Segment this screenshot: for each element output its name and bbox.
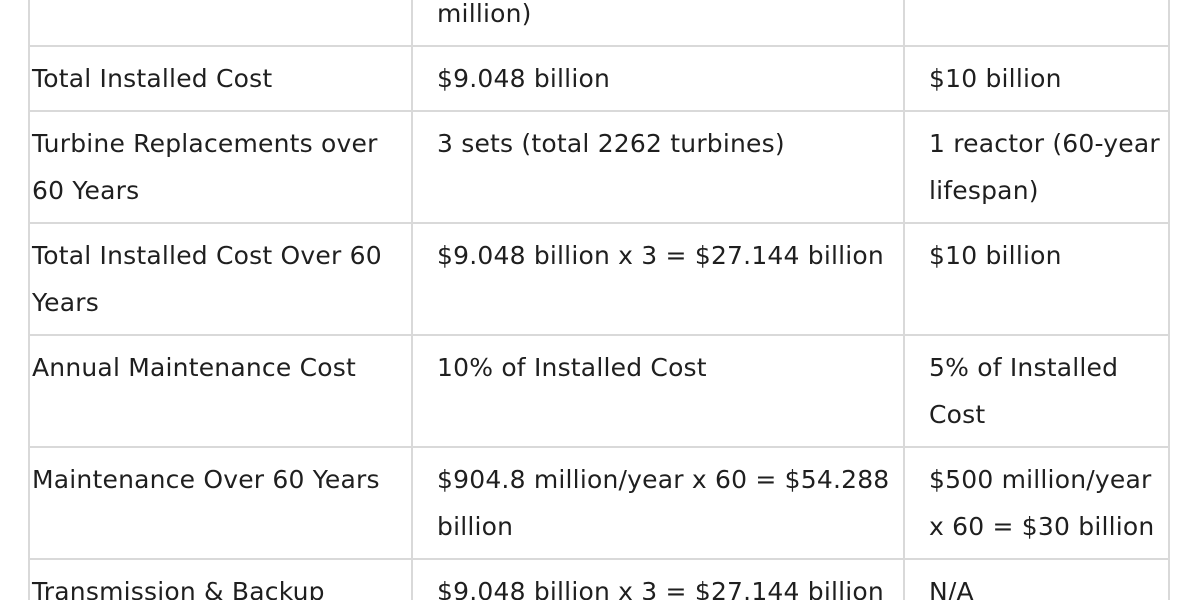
nuclear-value-cell [903, 0, 1170, 47]
row-label-cell: Transmission & Backup [28, 558, 413, 600]
table-row: million) [28, 0, 1170, 47]
row-label-cell [28, 0, 413, 47]
table-row: Maintenance Over 60 Years $904.8 million… [28, 446, 1170, 560]
row-label-cell: Total Installed Cost Over 60 Years [28, 222, 413, 336]
row-label-cell: Turbine Replacements over 60 Years [28, 110, 413, 224]
table-row: Total Installed Cost $9.048 billion $10 … [28, 45, 1170, 112]
table-row: Turbine Replacements over 60 Years 3 set… [28, 110, 1170, 224]
wind-value-cell: 3 sets (total 2262 turbines) [411, 110, 905, 224]
wind-value-cell: $904.8 million/year x 60 = $54.288 billi… [411, 446, 905, 560]
row-label-cell: Total Installed Cost [28, 45, 413, 112]
row-label-cell: Maintenance Over 60 Years [28, 446, 413, 560]
nuclear-value-cell: 1 reactor (60-year lifespan) [903, 110, 1170, 224]
nuclear-value-cell: 5% of Installed Cost [903, 334, 1170, 448]
nuclear-value-cell: N/A [903, 558, 1170, 600]
nuclear-value-cell: $10 billion [903, 222, 1170, 336]
table-row: Total Installed Cost Over 60 Years $9.04… [28, 222, 1170, 336]
table-row: Transmission & Backup $9.048 billion x 3… [28, 558, 1170, 600]
wind-value-cell: 10% of Installed Cost [411, 334, 905, 448]
wind-value-cell: $9.048 billion x 3 = $27.144 billion [411, 558, 905, 600]
wind-value-cell: million) [411, 0, 905, 47]
wind-value-cell: $9.048 billion x 3 = $27.144 billion [411, 222, 905, 336]
wind-value-cell: $9.048 billion [411, 45, 905, 112]
nuclear-value-cell: $10 billion [903, 45, 1170, 112]
nuclear-value-cell: $500 million/year x 60 = $30 billion [903, 446, 1170, 560]
cost-comparison-table: million) Total Installed Cost $9.048 bil… [28, 0, 1170, 600]
row-label-cell: Annual Maintenance Cost [28, 334, 413, 448]
table-row: Annual Maintenance Cost 10% of Installed… [28, 334, 1170, 448]
